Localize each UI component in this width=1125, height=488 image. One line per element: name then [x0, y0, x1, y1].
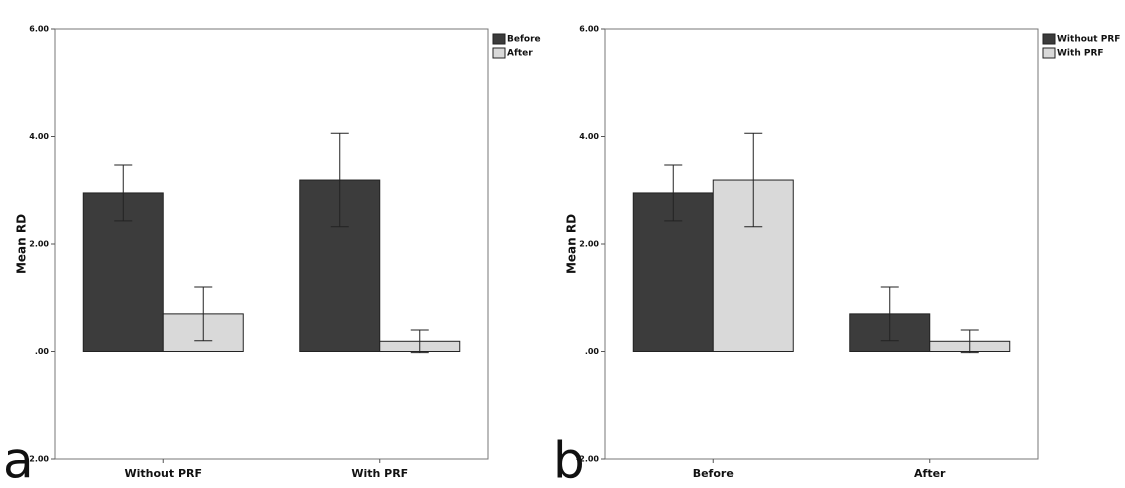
- legend-swatch: [492, 33, 506, 45]
- y-tick-label: 4.00: [579, 132, 599, 141]
- y-tick-label: -2.00: [576, 455, 599, 464]
- y-tick-label: 6.00: [579, 25, 599, 34]
- x-tick-label: Before: [693, 467, 734, 480]
- y-tick-label: 4.00: [29, 132, 49, 141]
- y-tick-label: 2.00: [29, 240, 49, 249]
- legend-swatch: [1042, 33, 1056, 45]
- x-tick-label: Without PRF: [124, 467, 202, 480]
- legend-label: With PRF: [1057, 49, 1104, 59]
- legend-swatch: [492, 47, 506, 59]
- y-tick-label: 2.00: [579, 240, 599, 249]
- y-axis-label: Mean RD: [15, 214, 29, 274]
- legend-label: Without PRF: [1057, 35, 1120, 45]
- y-tick-label: .00: [35, 347, 50, 356]
- legend-label: Before: [507, 35, 541, 45]
- y-tick-label: .00: [585, 347, 600, 356]
- x-tick-label: With PRF: [351, 467, 408, 480]
- x-tick-label: After: [914, 467, 946, 480]
- panel-letter: a: [3, 432, 34, 488]
- y-tick-label: 6.00: [29, 25, 49, 34]
- y-tick-label: -2.00: [26, 455, 49, 464]
- legend-label: After: [507, 49, 533, 59]
- y-axis-label: Mean RD: [565, 214, 579, 274]
- panel-letter: b: [553, 432, 585, 488]
- legend-swatch: [1042, 47, 1056, 59]
